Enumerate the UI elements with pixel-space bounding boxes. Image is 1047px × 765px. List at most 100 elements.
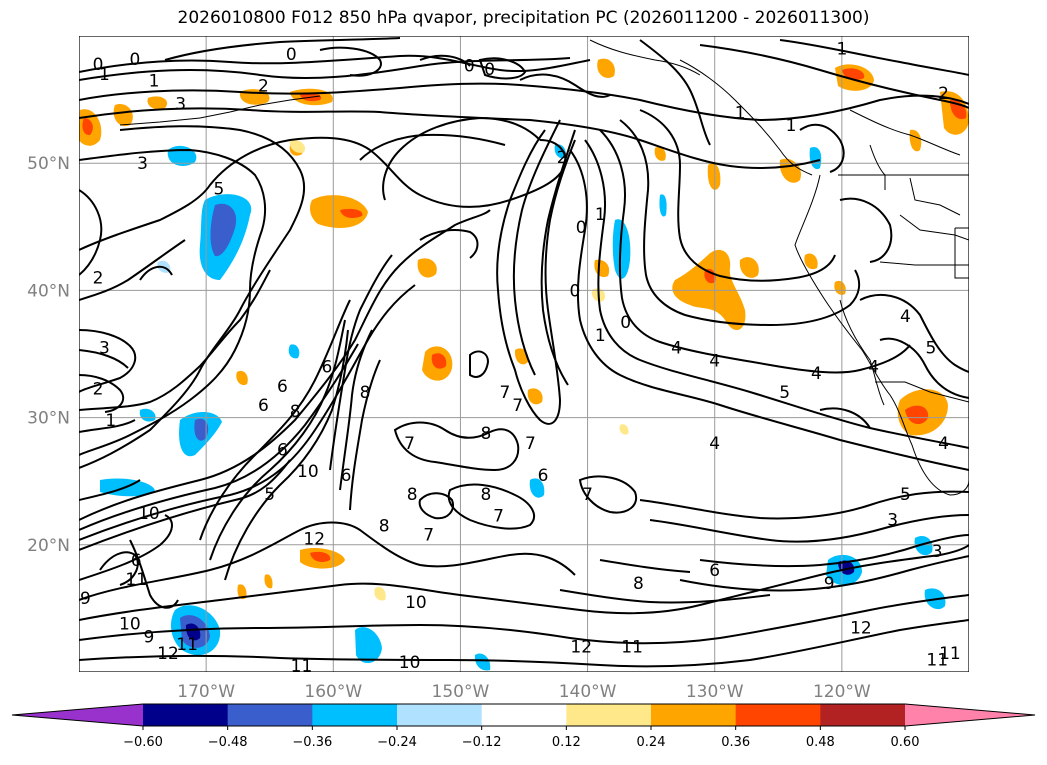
colorbar-tick-label: 0.12 [552, 735, 581, 750]
longitude-axis: 170°W 160°W 150°W 140°W 130°W 120°W [177, 682, 871, 702]
contour-label: 4 [709, 351, 720, 371]
contour-label: 5 [213, 180, 224, 200]
contour-label: 0 [569, 281, 580, 301]
colorbar-box [312, 704, 398, 726]
chart-title: 2026010800 F012 850 hPa qvapor, precipit… [177, 8, 870, 28]
colorbar-tick-label: −0.12 [462, 735, 502, 750]
latitude-axis: 50°N 40°N 30°N 20°N [27, 154, 70, 556]
contour-label: 11 [621, 638, 643, 658]
contour-label: 6 [322, 358, 333, 378]
contour-label: 12 [850, 618, 872, 638]
contour-label: 7 [582, 485, 593, 505]
lat-tick-label: 50°N [27, 154, 70, 174]
contour-label: 7 [404, 434, 415, 454]
contour-label: 10 [399, 653, 421, 673]
contour-label: 11 [125, 570, 147, 590]
colorbar-box [481, 704, 567, 726]
lon-tick-label: 160°W [304, 682, 362, 702]
contour-label: 7 [512, 396, 523, 416]
contour-label: 12 [157, 644, 179, 664]
contour-label: 7 [525, 434, 536, 454]
contour-label: 11 [939, 644, 961, 664]
contour-label: 4 [868, 358, 879, 378]
colorbar-tick-label: −0.24 [377, 735, 417, 750]
contour-label: 1 [595, 205, 606, 225]
coastlines [119, 39, 969, 496]
colorbar-tick-label: −0.60 [123, 735, 163, 750]
contour-label: 3 [175, 94, 186, 114]
contour-label: 3 [137, 154, 148, 174]
contour-label: 10 [138, 504, 160, 524]
contour-label: 5 [900, 485, 911, 505]
lon-tick-label: 140°W [559, 682, 617, 702]
colorbar-box [651, 704, 737, 726]
lat-tick-label: 30°N [27, 409, 70, 429]
contour-label: 0 [464, 56, 475, 76]
colorbar-box [820, 704, 906, 726]
lon-tick-label: 170°W [177, 682, 235, 702]
contour-label: 8 [290, 402, 301, 422]
contour-label: 11 [291, 657, 313, 677]
contour-label: 4 [709, 434, 720, 454]
contour-label: 3 [932, 542, 943, 562]
contour-label: 0 [576, 218, 587, 238]
contour-label: 6 [341, 466, 352, 486]
colorbar-box [566, 704, 652, 726]
contour-label: 2 [557, 148, 568, 168]
contour-label: 7 [423, 526, 434, 546]
contour-label: 8 [407, 485, 418, 505]
contour-label: 2 [258, 77, 269, 97]
lon-tick-label: 120°W [813, 682, 871, 702]
qvapor-contours [79, 37, 969, 668]
contour-label: 6 [258, 396, 269, 416]
contour-label: 6 [277, 377, 288, 397]
contour-label: 2 [93, 379, 104, 399]
contour-label: 1 [595, 326, 606, 346]
contour-label: 11 [176, 635, 198, 655]
contour-label: 12 [570, 638, 592, 658]
contour-label: 10 [297, 462, 319, 482]
colorbar-tick-label: 0.36 [721, 735, 750, 750]
contour-label: 8 [360, 383, 371, 403]
contour-label: 1 [786, 116, 797, 136]
contour-label: 6 [277, 440, 288, 460]
contour-label: 0 [620, 313, 631, 333]
contour-label: 1 [735, 103, 746, 123]
contour-label: 4 [811, 364, 822, 384]
contour-label: 6 [131, 551, 142, 571]
contour-label: 9 [80, 589, 91, 609]
contour-label: 7 [493, 507, 504, 527]
colorbar-tick-label: 0.24 [637, 735, 666, 750]
contour-label: 1 [836, 40, 847, 60]
colorbar-box [143, 704, 229, 726]
contour-label: 10 [119, 615, 141, 635]
contour-label: 7 [500, 383, 511, 403]
colorbar: −0.60 −0.48 −0.36 −0.24 −0.12 0.12 0.24 0.36 0.4… [11, 703, 1036, 750]
lon-tick-label: 150°W [432, 682, 490, 702]
contour-label: 5 [264, 485, 275, 505]
contour-label: 10 [405, 593, 427, 613]
contour-label: 4 [671, 339, 682, 359]
colorbar-tick-label: −0.48 [208, 735, 248, 750]
contour-label: 0 [93, 55, 104, 75]
contour-label: 1 [99, 65, 110, 85]
colorbar-box [397, 704, 483, 726]
contour-label: 1 [149, 72, 160, 92]
contour-label: 9 [144, 627, 155, 647]
colorbar-extend-high [905, 704, 1035, 726]
contour-label: 5 [925, 339, 936, 359]
contour-label: 6 [538, 466, 549, 486]
contour-label: 6 [709, 561, 720, 581]
lat-tick-label: 20°N [27, 536, 70, 556]
contour-label: 8 [480, 485, 491, 505]
contour-label: 8 [633, 574, 644, 594]
colorbar-extend-low [12, 704, 143, 726]
contour-label: 2 [93, 269, 104, 289]
contour-label: 0 [484, 60, 495, 80]
contour-label: 0 [286, 45, 297, 65]
colorbar-tick-label: 0.48 [806, 735, 835, 750]
contour-label: 9 [824, 574, 835, 594]
contour-label: 4 [900, 307, 911, 327]
